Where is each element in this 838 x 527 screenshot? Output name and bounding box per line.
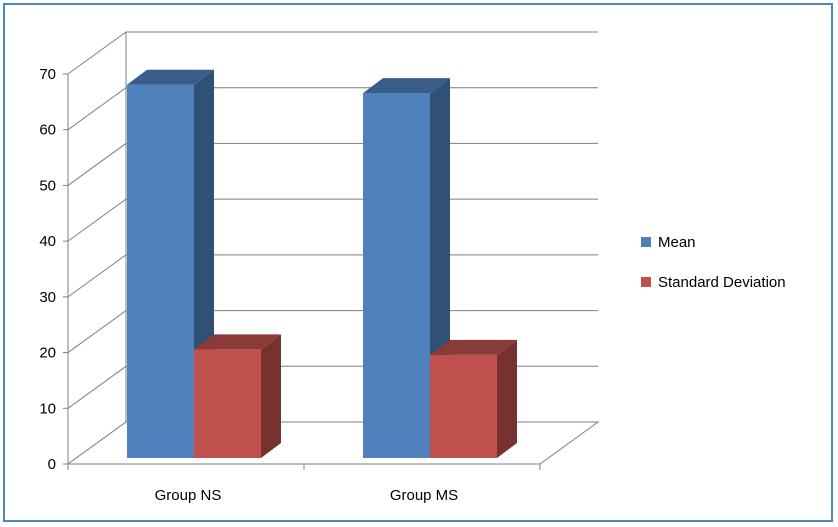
y-tick-label: 50 <box>39 177 56 194</box>
bar-front <box>127 84 194 458</box>
y-tick-label: 40 <box>39 233 56 250</box>
y-tick-label: 70 <box>39 66 56 83</box>
legend: Mean Standard Deviation <box>641 234 786 291</box>
legend-swatch <box>641 237 651 247</box>
bar-top <box>363 78 450 94</box>
y-axis: 0 10 20 30 40 50 60 70 <box>39 66 69 473</box>
bar-top <box>194 334 281 350</box>
y-tick-label: 20 <box>39 345 56 362</box>
bar-side <box>261 334 281 458</box>
y-tick-label: 0 <box>48 456 56 473</box>
bar-front <box>363 93 430 459</box>
y-tick-label: 60 <box>39 122 56 139</box>
x-tick-label: Group MS <box>390 487 458 504</box>
back-wall-plane <box>126 32 598 422</box>
legend-label: Mean <box>658 234 696 251</box>
bar-top <box>430 339 517 355</box>
bar-side <box>497 339 517 458</box>
bar-top <box>127 69 214 85</box>
x-axis: Group NS Group MS <box>67 463 541 504</box>
legend-label: Standard Deviation <box>658 274 786 291</box>
bar <box>194 334 281 458</box>
bars <box>127 69 517 459</box>
bar-front <box>194 349 261 458</box>
legend-swatch <box>641 277 651 287</box>
y-tick-label: 30 <box>39 289 56 306</box>
bar-front <box>430 354 497 458</box>
y-tick-label: 10 <box>39 400 56 417</box>
chart-back-wall <box>126 32 598 422</box>
bar <box>430 339 517 458</box>
x-tick-label: Group NS <box>155 487 222 504</box>
